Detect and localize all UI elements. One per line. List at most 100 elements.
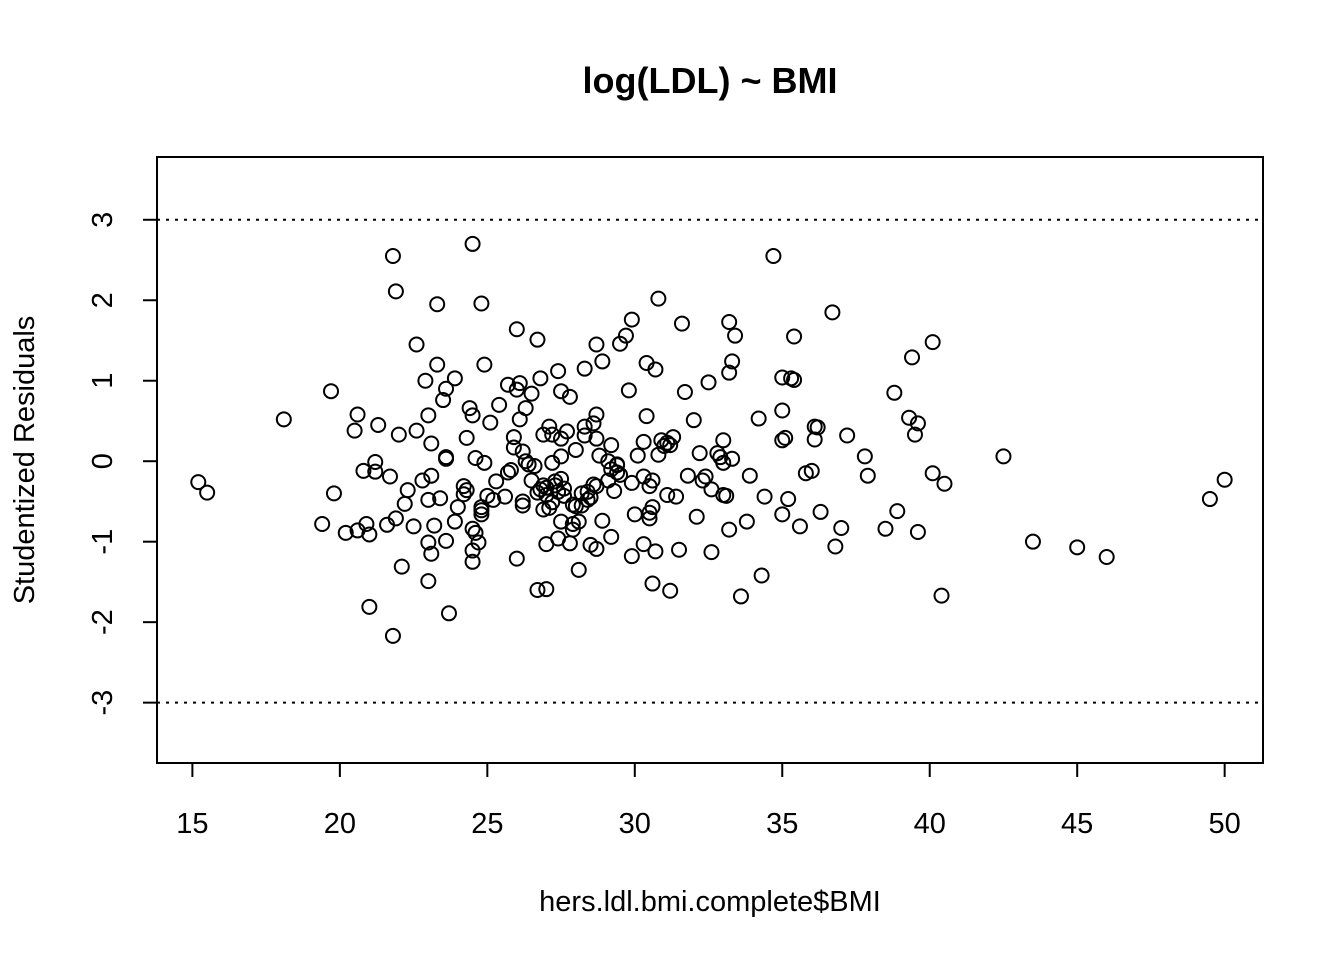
data-point bbox=[909, 415, 926, 432]
data-point bbox=[721, 521, 738, 538]
data-point bbox=[827, 538, 844, 555]
data-point bbox=[662, 437, 679, 454]
data-point bbox=[556, 480, 573, 497]
data-point bbox=[668, 488, 685, 505]
data-point bbox=[617, 327, 634, 344]
data-point bbox=[517, 453, 534, 470]
data-point bbox=[553, 470, 570, 487]
data-point bbox=[665, 429, 682, 446]
data-point bbox=[600, 453, 617, 470]
data-point bbox=[662, 582, 679, 599]
data-point bbox=[588, 336, 605, 353]
data-point bbox=[647, 543, 664, 560]
data-point bbox=[485, 491, 502, 508]
data-point bbox=[476, 356, 493, 373]
data-point bbox=[859, 467, 876, 484]
data-point bbox=[629, 447, 646, 464]
data-point bbox=[833, 520, 850, 537]
data-point bbox=[488, 473, 505, 490]
data-point bbox=[576, 418, 593, 435]
data-point bbox=[721, 313, 738, 330]
data-point bbox=[199, 484, 216, 501]
data-point bbox=[612, 466, 629, 483]
data-point bbox=[464, 235, 481, 252]
data-point bbox=[499, 464, 516, 481]
data-point bbox=[697, 468, 714, 485]
data-point bbox=[464, 520, 481, 537]
data-point bbox=[381, 468, 398, 485]
data-point bbox=[774, 506, 791, 523]
data-point bbox=[656, 437, 673, 454]
data-point bbox=[544, 426, 561, 443]
data-point bbox=[886, 384, 903, 401]
data-point bbox=[446, 513, 463, 530]
data-point bbox=[491, 396, 508, 413]
data-point bbox=[541, 418, 558, 435]
data-point bbox=[576, 360, 593, 377]
data-point bbox=[529, 331, 546, 348]
data-point bbox=[694, 472, 711, 489]
data-points bbox=[190, 235, 1233, 644]
data-point bbox=[812, 503, 829, 520]
data-point bbox=[576, 427, 593, 444]
data-point bbox=[384, 247, 401, 264]
data-point bbox=[323, 383, 340, 400]
data-point bbox=[641, 510, 658, 527]
data-point bbox=[275, 411, 292, 428]
data-point bbox=[482, 414, 499, 431]
data-point bbox=[473, 502, 490, 519]
data-point bbox=[585, 415, 602, 432]
data-point bbox=[803, 462, 820, 479]
data-point bbox=[1098, 548, 1115, 565]
data-point bbox=[414, 472, 431, 489]
data-point bbox=[508, 550, 525, 567]
x-axis: 15 20 25 30 35 40 45 50 bbox=[176, 762, 1241, 840]
data-point bbox=[387, 510, 404, 527]
data-point bbox=[464, 553, 481, 570]
data-point bbox=[753, 567, 770, 584]
data-point bbox=[824, 304, 841, 321]
data-point bbox=[467, 449, 484, 466]
data-point bbox=[384, 627, 401, 644]
data-point bbox=[806, 431, 823, 448]
data-point bbox=[774, 432, 791, 449]
data-point bbox=[396, 495, 413, 512]
data-point bbox=[1216, 471, 1233, 488]
data-point bbox=[440, 605, 457, 622]
data-point bbox=[909, 524, 926, 541]
data-point bbox=[553, 383, 570, 400]
y-tick-label: -2 bbox=[87, 609, 119, 635]
data-point bbox=[924, 334, 941, 351]
data-point bbox=[561, 535, 578, 552]
x-tick-label: 35 bbox=[766, 808, 798, 840]
data-point bbox=[995, 448, 1012, 465]
data-point bbox=[567, 498, 584, 515]
data-point bbox=[594, 512, 611, 529]
data-point bbox=[464, 407, 481, 424]
data-point bbox=[558, 423, 575, 440]
data-point bbox=[470, 534, 487, 551]
data-point bbox=[429, 296, 446, 313]
data-point bbox=[423, 467, 440, 484]
data-point bbox=[337, 524, 354, 541]
data-point bbox=[889, 503, 906, 520]
data-point bbox=[606, 482, 623, 499]
data-point bbox=[635, 536, 652, 553]
data-point bbox=[408, 422, 425, 439]
data-point bbox=[786, 328, 803, 345]
data-point bbox=[467, 524, 484, 541]
data-point bbox=[553, 448, 570, 465]
data-point bbox=[429, 356, 446, 373]
y-axis-label: Studentized Residuals bbox=[9, 316, 41, 605]
y-tick-label: 1 bbox=[87, 373, 119, 389]
data-point bbox=[904, 349, 921, 366]
data-point bbox=[774, 402, 791, 419]
data-point bbox=[556, 487, 573, 504]
data-point bbox=[688, 508, 705, 525]
data-point bbox=[420, 573, 437, 590]
data-point bbox=[765, 247, 782, 264]
data-point bbox=[635, 433, 652, 450]
data-point bbox=[346, 422, 363, 439]
data-point bbox=[612, 335, 629, 352]
